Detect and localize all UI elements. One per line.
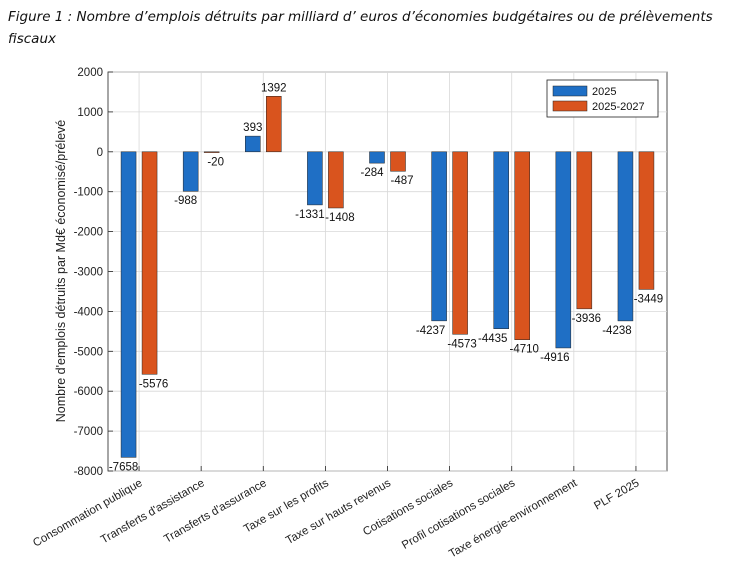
data-label-2025-1: -988 bbox=[174, 195, 197, 207]
y-tick-label: -5000 bbox=[74, 346, 103, 358]
data-label-2025-3: -1331 bbox=[295, 209, 324, 221]
bar-2025-2027-3 bbox=[328, 151, 344, 209]
bar-2025-2027-5 bbox=[452, 151, 468, 335]
bar-2025-2027-4 bbox=[390, 151, 406, 172]
y-axis-label: Nombre d'emplois détruits par Md€ économ… bbox=[54, 120, 68, 423]
x-tick-label: Profil cotisations sociales bbox=[400, 477, 517, 552]
bar-2025-2027-7 bbox=[576, 151, 593, 310]
bar-2025-4 bbox=[369, 151, 385, 164]
data-label-2025-8: -4238 bbox=[602, 325, 631, 337]
bar-2025-3 bbox=[307, 151, 323, 206]
data-label-2025-6: -4435 bbox=[478, 333, 507, 345]
y-tick-label: -2000 bbox=[74, 227, 103, 239]
bar-2025-2027-1 bbox=[203, 151, 220, 153]
y-tick-label: -7000 bbox=[74, 426, 103, 438]
bar-2025-2027-6 bbox=[514, 151, 530, 340]
x-tick-label: Consommation publique bbox=[31, 477, 144, 549]
x-tick-label: Transferts d'assurance bbox=[162, 477, 269, 545]
data-label-2025-2027-7: -3936 bbox=[572, 313, 601, 325]
x-tick-label: PLF 2025 bbox=[592, 477, 641, 512]
grid-lines bbox=[108, 71, 667, 472]
data-label-2025-2027-3: -1408 bbox=[325, 212, 354, 224]
y-tick-label: -3000 bbox=[74, 267, 103, 279]
data-label-2025-2027-6: -4710 bbox=[510, 344, 539, 356]
bar-2025-2027-0 bbox=[141, 151, 158, 375]
bar-2025-1 bbox=[182, 151, 199, 192]
data-label-2025-2027-2: 1392 bbox=[261, 82, 287, 94]
legend-swatch-2025 bbox=[552, 85, 588, 97]
y-tick-label: -8000 bbox=[74, 466, 103, 478]
data-label-2025-2027-5: -4573 bbox=[447, 338, 476, 350]
data-label-2025-0: -7658 bbox=[109, 461, 138, 473]
bar-2025-2027-8 bbox=[638, 151, 655, 290]
data-label-2025-2027-8: -3449 bbox=[634, 293, 663, 305]
bar-2025-2027-2 bbox=[266, 96, 282, 153]
bar-2025-2 bbox=[245, 135, 261, 153]
data-label-2025-7: -4916 bbox=[540, 352, 569, 364]
legend: 2025 2025-2027 bbox=[546, 79, 659, 118]
bar-2025-5 bbox=[431, 151, 447, 322]
legend-label-2025: 2025 bbox=[592, 86, 616, 98]
y-tick-label: 1000 bbox=[77, 107, 103, 119]
y-tick-label: 0 bbox=[97, 147, 103, 159]
data-label-2025-2: 393 bbox=[243, 122, 262, 134]
bar-2025-0 bbox=[120, 151, 137, 458]
y-tick-label: -6000 bbox=[74, 386, 103, 398]
legend-swatch-2025-2027 bbox=[552, 100, 588, 112]
y-tick-labels: 2000 1000 0 -1000 -2000 -3000 -4000 -5000 -6000 -… bbox=[74, 67, 103, 478]
bars bbox=[120, 96, 655, 458]
legend-label-2025-2027: 2025-2027 bbox=[592, 101, 645, 113]
y-tick-label: 2000 bbox=[77, 67, 103, 79]
figure-caption: Figure 1 : Nombre d’emplois détruits par… bbox=[8, 9, 713, 47]
x-tick-label: Taxe sur hauts revenus bbox=[284, 477, 393, 547]
bar-2025-7 bbox=[555, 151, 572, 349]
bar-2025-6 bbox=[493, 151, 509, 330]
bar-2025-8 bbox=[617, 151, 634, 322]
y-tick-label: -1000 bbox=[74, 187, 103, 199]
x-tick-label: Transferts d'assistance bbox=[99, 477, 207, 546]
data-label-2025-5: -4237 bbox=[416, 325, 445, 337]
y-tick-label: -4000 bbox=[74, 306, 103, 318]
data-labels: -7658 -988 393 -1331 -284 -4237 -4435 -4916 -423… bbox=[109, 82, 663, 473]
data-label-2025-2027-1: -20 bbox=[207, 157, 224, 169]
data-label-2025-4: -284 bbox=[360, 167, 384, 179]
data-label-2025-2027-4: -487 bbox=[390, 175, 413, 187]
data-label-2025-2027-0: -5576 bbox=[139, 378, 168, 390]
